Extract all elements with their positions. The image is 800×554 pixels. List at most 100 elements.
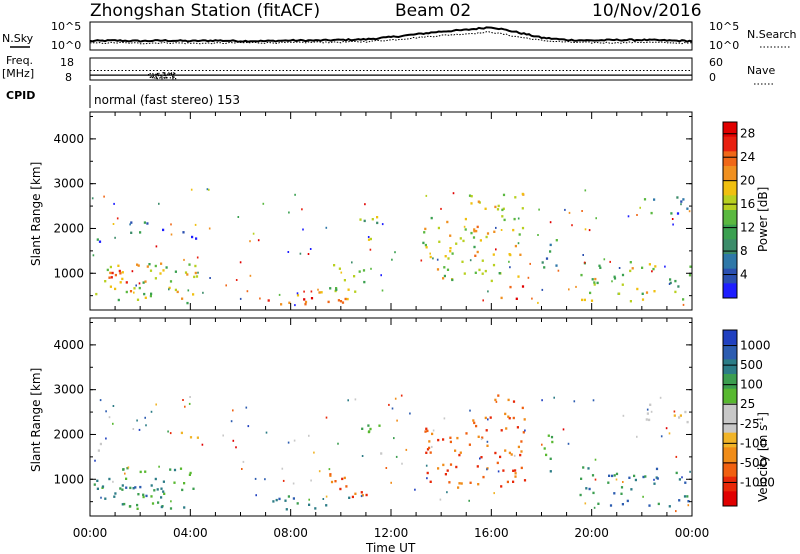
data-cell [629,261,632,264]
colorbar-swatch [723,210,737,226]
data-cell [588,487,591,491]
data-cell [589,291,592,295]
freq-scatter-point [159,74,161,76]
data-cell [160,487,163,490]
data-cell [487,418,489,421]
data-cell [370,267,372,270]
data-cell [158,202,160,205]
freq-scatter-point [150,76,152,78]
data-cell [376,221,379,225]
data-cell [337,442,339,445]
data-cell [292,482,295,485]
data-cell [380,274,382,277]
data-cell [190,188,193,191]
data-cell [513,454,516,457]
velocity-colorbar-tick: 25 [740,397,755,411]
data-cell [677,285,680,288]
data-cell [246,290,249,293]
data-cell [664,265,666,268]
data-cell [437,438,440,442]
nave-label: Nave [747,64,775,77]
data-cell [188,473,191,476]
data-cell [519,253,522,256]
data-cell [121,271,124,274]
data-cell [547,434,550,437]
data-cell [449,436,452,439]
data-cell [585,487,588,490]
data-cell [400,394,403,397]
data-cell [591,474,595,477]
data-cell [641,266,644,269]
data-cell [641,298,645,301]
data-cell [125,290,128,294]
data-cell [446,469,449,472]
data-cell [629,300,632,303]
freq-scatter-point [165,76,168,79]
data-cell [337,299,340,302]
freq-tick-bottom: 8 [65,71,72,84]
data-cell [567,442,570,445]
data-cell [543,266,546,269]
data-cell [452,192,455,195]
freq-scatter-point [156,76,158,79]
data-cell [304,303,307,306]
data-cell [541,399,543,402]
data-cell [473,245,476,249]
data-cell [688,274,692,277]
data-cell [519,453,522,457]
data-cell [194,264,197,268]
data-cell [121,277,124,281]
data-cell [486,440,489,443]
power-ylabel: Slant Range [km] [29,162,43,266]
data-cell [296,294,300,297]
data-cell [493,492,495,495]
data-cell [254,477,257,480]
data-cell [361,455,364,457]
data-cell [557,269,560,272]
data-cell [143,221,146,224]
data-cell [527,276,530,279]
data-cell [292,497,295,500]
data-cell [608,474,611,477]
data-cell [509,266,511,269]
data-cell [479,239,482,242]
data-cell [500,485,503,488]
data-cell [645,291,649,294]
data-cell [293,439,296,442]
data-cell [444,473,447,476]
data-cell [665,427,668,430]
colorbar-swatch [723,166,737,182]
data-cell [149,294,152,298]
data-cell [641,292,644,295]
data-cell [521,192,524,196]
data-cell [541,288,544,291]
data-cell [682,298,685,301]
data-cell [651,270,653,273]
data-cell [267,299,270,302]
data-cell [325,226,328,229]
data-cell [118,269,121,273]
freq-scatter-point [149,76,151,78]
data-cell [360,495,363,498]
data-cell [486,468,488,471]
data-cell [195,237,198,240]
freq-tick-top: 18 [60,56,74,69]
data-cell [194,223,197,226]
data-cell [583,298,586,302]
data-cell [473,228,476,231]
data-cell [449,247,452,250]
data-cell [455,465,458,469]
data-cell [131,270,134,273]
data-cell [395,455,398,458]
data-cell [657,502,660,506]
freq-scatter-point [149,73,151,75]
freq-scatter-point [164,73,166,75]
data-cell [501,215,504,218]
data-cell [154,277,157,280]
data-cell [508,253,511,256]
data-cell [155,403,157,406]
data-cell [597,502,600,505]
data-cell [686,495,689,498]
data-cell [163,492,166,495]
